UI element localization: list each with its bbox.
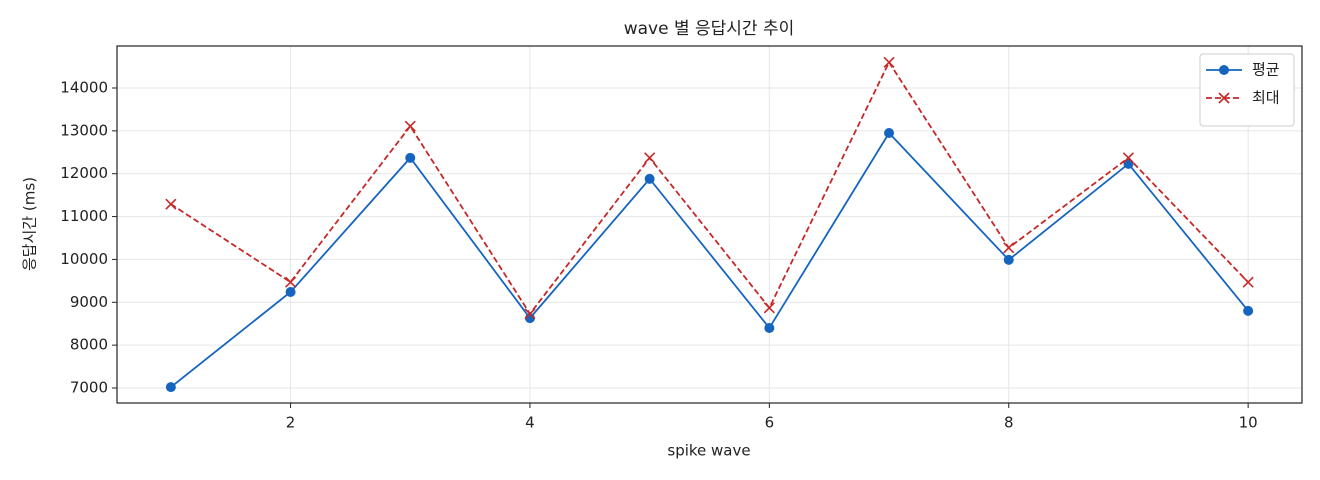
marker xyxy=(1003,254,1014,265)
y-tick-label: 10000 xyxy=(60,250,108,268)
x-axis-label: spike wave xyxy=(667,442,750,460)
marker xyxy=(1003,242,1015,254)
y-tick-label: 12000 xyxy=(60,164,108,182)
y-tick-label: 8000 xyxy=(70,336,108,354)
marker xyxy=(1218,92,1230,104)
marker xyxy=(644,173,655,184)
marker xyxy=(165,198,177,210)
marker xyxy=(883,56,895,68)
x-tick-label: 6 xyxy=(765,414,775,432)
legend-box xyxy=(1199,53,1295,127)
y-tick-label: 7000 xyxy=(70,379,108,397)
legend-label: 최대 xyxy=(1252,89,1280,107)
y-tick-label: 11000 xyxy=(60,207,108,225)
grid xyxy=(117,46,1302,403)
marker xyxy=(764,323,775,333)
marker xyxy=(524,308,536,320)
y-tick-label: 14000 xyxy=(60,79,108,97)
y-axis-label: 응답시간 (ms) xyxy=(21,177,39,271)
marker xyxy=(404,120,416,132)
marker xyxy=(1219,65,1229,75)
y-tick-label: 13000 xyxy=(60,121,108,139)
chart-title: wave 별 응답시간 추이 xyxy=(624,19,795,39)
marker xyxy=(284,276,297,288)
series-line xyxy=(170,131,1249,388)
marker xyxy=(1122,152,1135,164)
x-tick-label: 2 xyxy=(286,414,296,432)
marker xyxy=(884,128,895,138)
marker xyxy=(405,152,416,163)
marker xyxy=(1243,305,1254,316)
marker xyxy=(1242,276,1254,288)
x-tick-label: 8 xyxy=(1004,414,1014,432)
y-tick-label: 9000 xyxy=(70,293,108,311)
plot-frame xyxy=(116,45,1303,404)
marker xyxy=(644,152,656,164)
legend-label: 평균 xyxy=(1252,61,1280,79)
marker xyxy=(165,382,176,393)
marker xyxy=(763,302,775,314)
x-tick-label: 10 xyxy=(1239,414,1258,432)
x-tick-label: 4 xyxy=(525,414,535,432)
marker xyxy=(285,287,296,297)
